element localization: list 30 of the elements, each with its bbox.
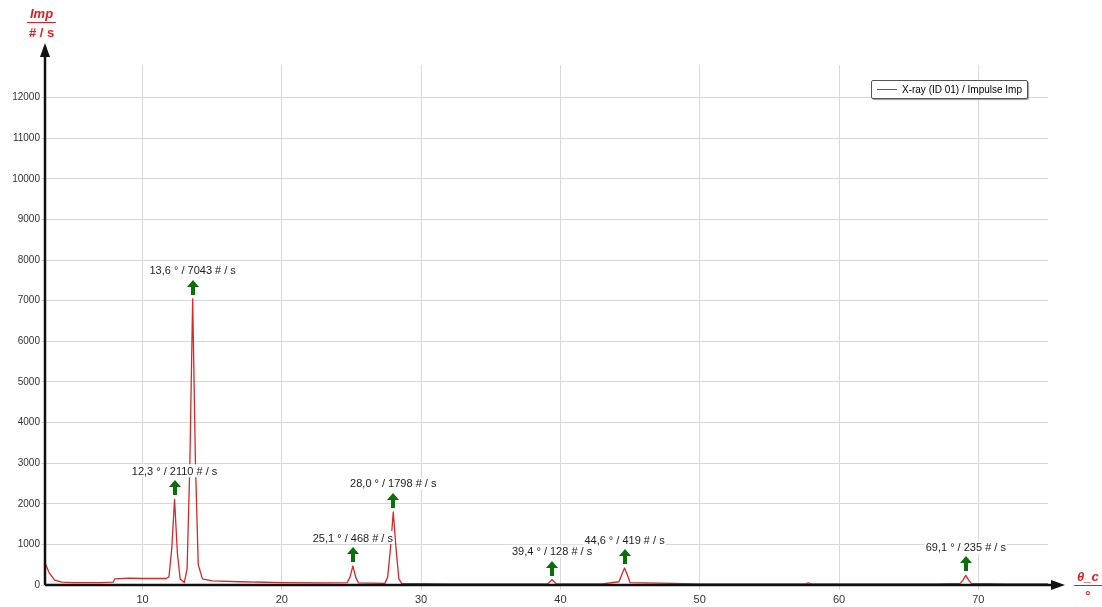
y-tick-label: 0 bbox=[34, 578, 41, 590]
annotation: 25,1 ° / 468 # / s bbox=[312, 531, 394, 544]
annotation: 39,4 ° / 128 # / s bbox=[511, 545, 593, 558]
x-tick-label: 40 bbox=[554, 592, 567, 605]
y-tick-label: 7000 bbox=[17, 294, 41, 306]
y-tick-label: 8000 bbox=[17, 253, 41, 265]
y-tick-label: 10000 bbox=[12, 172, 41, 184]
y-axis-title: Imp # / s bbox=[27, 6, 56, 40]
y-tick-label: 3000 bbox=[17, 456, 41, 468]
annotation: 44,6 ° / 419 # / s bbox=[584, 533, 666, 546]
y-tick-label: 5000 bbox=[17, 375, 41, 387]
x-tick-label: 60 bbox=[832, 592, 846, 605]
annotation: 28,0 ° / 1798 # / s bbox=[350, 477, 437, 490]
annotation: 13,6 ° / 7043 # / s bbox=[149, 264, 237, 277]
y-tick-label: 6000 bbox=[17, 335, 41, 346]
x-tick-label: 20 bbox=[275, 592, 288, 605]
x-tick-label: 70 bbox=[972, 592, 985, 605]
y-tick-label: 11000 bbox=[12, 131, 41, 143]
x-tick-label: 10 bbox=[136, 592, 149, 605]
annotation: 69,1 ° / 235 # / s bbox=[925, 540, 1007, 553]
y-tick-label: 12000 bbox=[12, 91, 41, 103]
x-tick-label: 30 bbox=[415, 592, 428, 605]
x-axis-title: θ_c ° bbox=[1076, 569, 1100, 603]
x-tick-label: 50 bbox=[693, 592, 706, 605]
annotation: 12,3 ° / 2110 # / s bbox=[131, 464, 218, 477]
y-tick-label: 1000 bbox=[17, 538, 41, 550]
legend-label: X-ray (ID 01) / Impulse Imp bbox=[901, 84, 1022, 95]
y-tick-label: 9000 bbox=[17, 213, 41, 225]
y-tick-label: 4000 bbox=[17, 416, 41, 428]
y-tick-label: 2000 bbox=[17, 497, 41, 509]
